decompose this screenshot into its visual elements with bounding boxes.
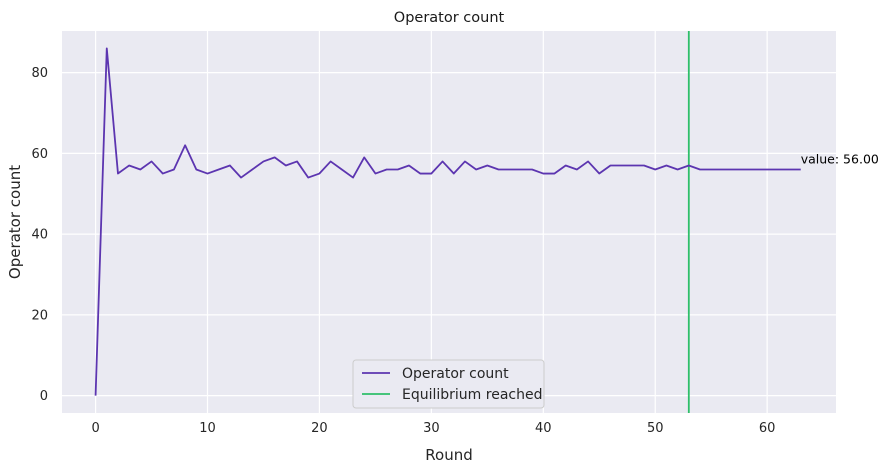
x-tick-label: 10 (199, 421, 216, 436)
y-tick-label: 60 (31, 147, 48, 162)
legend-label-operator-count: Operator count (402, 366, 509, 382)
series-layer (94, 47, 801, 396)
y-tick-label: 80 (31, 66, 48, 81)
chart-title: Operator count (394, 10, 505, 26)
x-tick-label: 50 (647, 421, 664, 436)
x-tick-label: 60 (759, 421, 776, 436)
y-tick-label: 0 (40, 389, 48, 404)
legend: Operator count Equilibrium reached (352, 359, 545, 409)
plot-area (62, 31, 836, 413)
series-line-operator-count (94, 47, 801, 396)
legend-box (352, 359, 545, 409)
value-annotation: value: 56.00 (801, 152, 879, 167)
x-tick-label: 0 (91, 421, 99, 436)
x-axis-title: Round (425, 446, 472, 464)
x-tick-label: 30 (423, 421, 440, 436)
y-axis-title: Operator count (6, 165, 24, 279)
x-tick-label: 20 (311, 421, 328, 436)
grid (62, 31, 836, 413)
y-tick-label: 20 (31, 308, 48, 323)
x-tick-label: 40 (535, 421, 552, 436)
y-ticks: 0 20 40 60 80 (31, 66, 48, 404)
x-ticks: 0 10 20 30 40 50 60 (91, 421, 775, 436)
legend-label-equilibrium: Equilibrium reached (402, 387, 542, 403)
y-tick-label: 40 (31, 228, 48, 243)
